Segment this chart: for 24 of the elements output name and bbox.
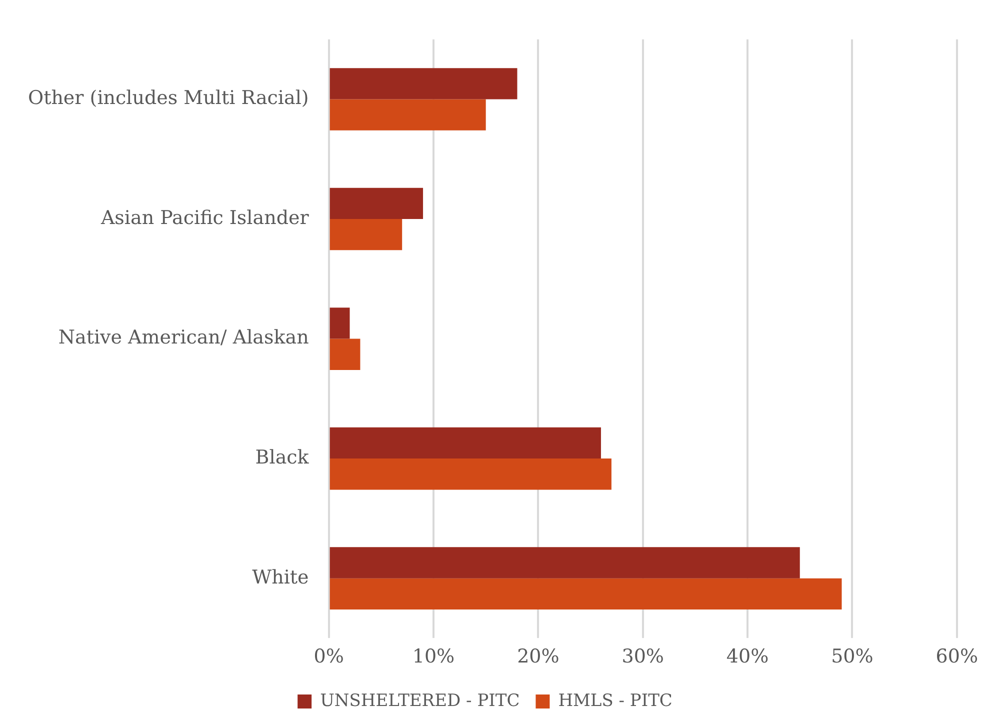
bar [330, 338, 360, 370]
bar [330, 219, 402, 250]
x-tick-label: 0% [314, 646, 344, 668]
x-tick-label: 30% [622, 646, 664, 668]
x-tick-label: 10% [412, 646, 455, 668]
y-tick-label: Other (includes Multi Racial) [28, 87, 309, 110]
legend-label: HMLS - PITC [558, 690, 672, 711]
x-tick-label: 20% [517, 646, 560, 668]
x-tick-label: 60% [936, 646, 978, 668]
bar [330, 578, 842, 610]
y-tick-label: White [252, 566, 309, 588]
bar [330, 547, 800, 578]
x-tick-label: 50% [831, 646, 874, 668]
legend-label: UNSHELTERED - PITC [320, 690, 520, 711]
y-tick-label: Black [255, 446, 310, 468]
bar [330, 188, 424, 220]
bar [330, 427, 601, 459]
bar [330, 68, 518, 100]
x-tick-label: 40% [726, 646, 769, 668]
bar [330, 308, 350, 339]
bar [330, 99, 486, 130]
y-tick-label: Native American/ Alaskan [58, 326, 309, 349]
bar [330, 458, 612, 490]
y-tick-label: Asian Pacific Islander [100, 206, 310, 229]
